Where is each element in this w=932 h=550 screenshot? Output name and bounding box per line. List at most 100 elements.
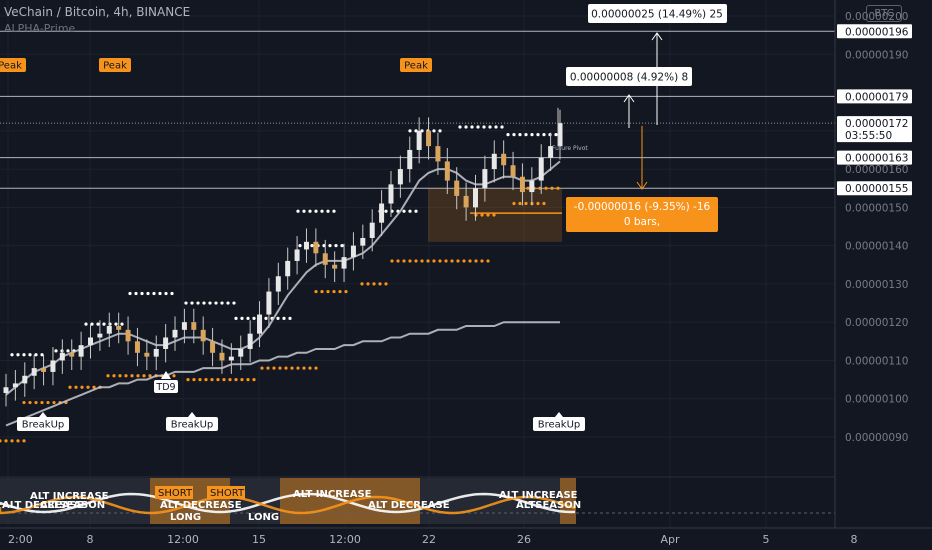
support-dot bbox=[372, 282, 376, 286]
candle-body[interactable] bbox=[78, 345, 84, 357]
candle-body[interactable] bbox=[379, 203, 385, 223]
resistance-dot bbox=[114, 322, 118, 326]
price-level-badge bbox=[837, 89, 912, 104]
support-dot bbox=[468, 259, 472, 263]
measurement-tools[interactable]: 0.00000025 (14.49%) 25 0.00000008 (4.92%)… bbox=[566, 4, 727, 232]
candle-body[interactable] bbox=[294, 249, 300, 261]
candle-body[interactable] bbox=[69, 352, 75, 357]
candle-body[interactable] bbox=[22, 375, 28, 384]
x-axis-tick: 8 bbox=[851, 533, 858, 546]
support-dot bbox=[4, 439, 8, 443]
candle-body[interactable] bbox=[59, 352, 65, 361]
candle-body[interactable] bbox=[303, 241, 309, 250]
candle-body[interactable] bbox=[313, 241, 319, 254]
currency-badge[interactable]: BTC bbox=[866, 5, 902, 22]
candle-body[interactable] bbox=[200, 329, 206, 342]
support-dot bbox=[524, 201, 528, 206]
x-axis-tick: Apr bbox=[660, 533, 680, 546]
resistance-dot bbox=[288, 316, 292, 320]
candle-body[interactable] bbox=[501, 153, 507, 166]
y-axis-tick: 0.00000110 bbox=[845, 355, 908, 367]
price-level-label: 0.00000172 bbox=[845, 118, 908, 130]
candle-body[interactable] bbox=[322, 253, 328, 265]
resistance-dot bbox=[226, 301, 230, 305]
candle-body[interactable] bbox=[247, 333, 253, 349]
candle-body[interactable] bbox=[350, 245, 356, 258]
candle-body[interactable] bbox=[463, 195, 469, 208]
candle-body[interactable] bbox=[257, 314, 263, 334]
support-dot bbox=[432, 259, 436, 263]
candle-body[interactable] bbox=[3, 387, 9, 393]
candle-body[interactable] bbox=[50, 360, 56, 372]
candle-body[interactable] bbox=[510, 165, 516, 177]
candle-body[interactable] bbox=[238, 348, 244, 357]
support-dot bbox=[192, 377, 196, 382]
resistance-dot bbox=[494, 125, 498, 129]
ma-slow-line bbox=[5, 321, 560, 427]
candle-body[interactable] bbox=[426, 130, 432, 147]
candle-body[interactable] bbox=[332, 264, 338, 269]
support-dot bbox=[492, 213, 496, 217]
resistance-dot bbox=[432, 129, 436, 133]
candle-body[interactable] bbox=[116, 326, 122, 330]
subpanel-wave-2 bbox=[0, 495, 576, 515]
support-dot bbox=[338, 289, 342, 294]
candle-body[interactable] bbox=[125, 329, 131, 342]
candle-body[interactable] bbox=[163, 337, 169, 349]
candle-body[interactable] bbox=[472, 188, 478, 208]
candle-body[interactable] bbox=[219, 352, 225, 361]
candle-body[interactable] bbox=[557, 123, 563, 147]
candle-body[interactable] bbox=[12, 383, 18, 388]
candle-body[interactable] bbox=[228, 356, 234, 361]
breakup-arrow bbox=[555, 412, 563, 417]
candle-body[interactable] bbox=[181, 322, 187, 330]
candle-body[interactable] bbox=[144, 352, 150, 357]
candle-body[interactable] bbox=[41, 368, 47, 372]
support-dot bbox=[332, 289, 336, 294]
candle-body[interactable] bbox=[275, 276, 281, 292]
candle-body[interactable] bbox=[416, 130, 422, 150]
candle-body[interactable] bbox=[397, 169, 403, 185]
candle-body[interactable] bbox=[134, 341, 140, 353]
candle-body[interactable] bbox=[360, 237, 366, 246]
candle-body[interactable] bbox=[31, 368, 37, 376]
candle-body[interactable] bbox=[519, 176, 525, 193]
support-dot bbox=[486, 259, 490, 263]
candle-body[interactable] bbox=[491, 153, 497, 170]
candles[interactable] bbox=[3, 107, 563, 407]
candle-body[interactable] bbox=[285, 260, 291, 277]
candle-body[interactable] bbox=[548, 146, 554, 158]
support-dot bbox=[130, 374, 134, 378]
candle-body[interactable] bbox=[482, 169, 488, 189]
support-dot bbox=[542, 201, 546, 206]
candle-body[interactable] bbox=[388, 184, 394, 204]
support-dot bbox=[112, 374, 116, 378]
candle-body[interactable] bbox=[266, 291, 272, 315]
candle-body[interactable] bbox=[435, 146, 441, 162]
candle-body[interactable] bbox=[444, 161, 450, 181]
support-dot bbox=[444, 259, 448, 263]
candle-body[interactable] bbox=[407, 149, 413, 170]
support-dot bbox=[344, 289, 348, 294]
candle-body[interactable] bbox=[341, 257, 347, 269]
peak-badge bbox=[400, 58, 432, 72]
candle-body[interactable] bbox=[106, 326, 112, 334]
candle-body[interactable] bbox=[529, 180, 535, 193]
support-dot bbox=[480, 213, 484, 217]
measure-label-box bbox=[566, 197, 718, 232]
support-dot bbox=[142, 374, 146, 378]
resistance-dot bbox=[240, 316, 244, 320]
candle-body[interactable] bbox=[172, 329, 178, 338]
candle-body[interactable] bbox=[97, 333, 103, 338]
candle-body[interactable] bbox=[88, 337, 94, 346]
support-dot bbox=[106, 374, 110, 378]
support-dot bbox=[550, 186, 554, 190]
candle-body[interactable] bbox=[538, 157, 544, 181]
candle-body[interactable] bbox=[210, 341, 216, 353]
candle-body[interactable] bbox=[454, 180, 460, 196]
candle-body[interactable] bbox=[153, 348, 159, 357]
support-dot bbox=[0, 439, 2, 443]
candle-body[interactable] bbox=[191, 322, 197, 330]
candle-body[interactable] bbox=[369, 222, 375, 238]
